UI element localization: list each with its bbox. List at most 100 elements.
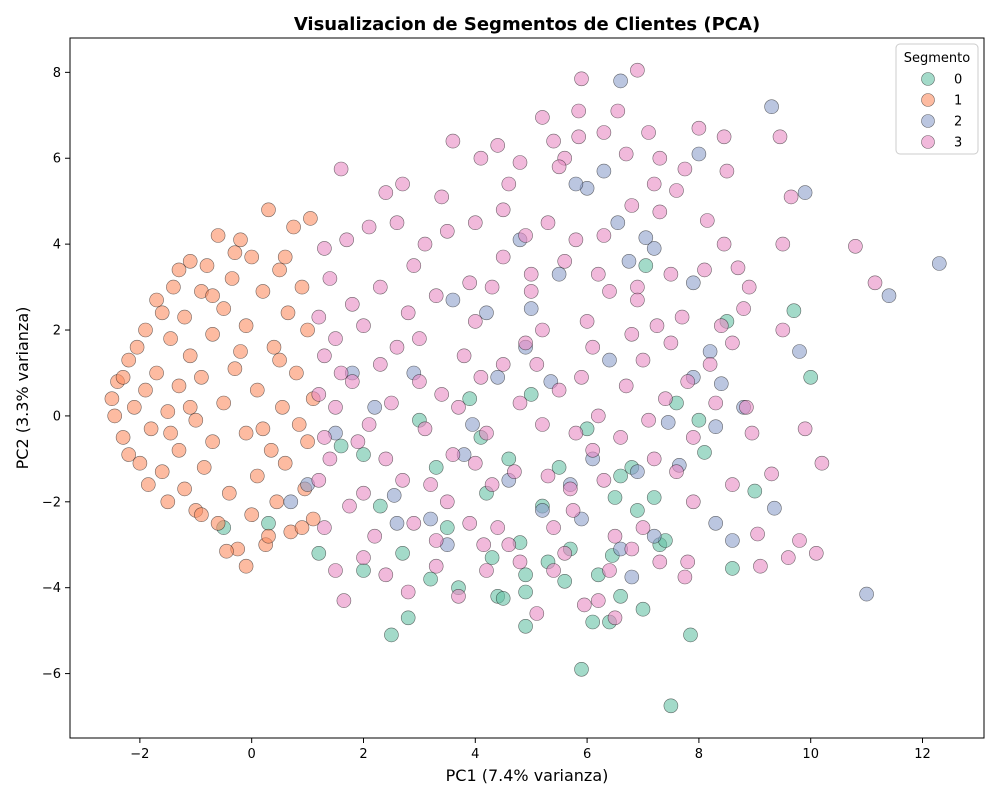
scatter-point-segment-3	[484, 279, 500, 295]
scatter-point-segment-2	[630, 464, 645, 480]
scatter-point-segment-0	[630, 503, 645, 518]
scatter-point-segment-2	[551, 266, 567, 282]
scatter-point-segment-1	[277, 249, 293, 265]
scatter-point-segment-1	[263, 442, 279, 458]
scatter-point-segment-1	[286, 219, 301, 235]
scatter-point-segment-2	[386, 488, 402, 503]
x-tick-label: 8	[695, 747, 703, 762]
legend-label-0: 0	[954, 73, 962, 88]
scatter-point-segment-2	[691, 146, 707, 162]
scatter-point-segment-3	[518, 335, 533, 351]
scatter-point-segment-1	[138, 382, 153, 398]
legend-title: Segmento	[904, 51, 971, 66]
legend: Segmento 0 1 2 3	[895, 43, 979, 155]
scatter-point-segment-3	[557, 253, 573, 269]
scatter-point-segment-3	[333, 365, 349, 381]
scatter-point-segment-2	[389, 515, 405, 531]
scatter-point-segment-3	[562, 481, 578, 497]
scatter-point-segment-2	[367, 399, 383, 415]
scatter-point-segment-1	[171, 442, 187, 458]
scatter-point-segment-2	[797, 185, 813, 200]
scatter-point-segment-2	[602, 352, 617, 368]
scatter-point-segment-2	[490, 369, 506, 385]
scatter-point-segment-3	[753, 558, 768, 574]
scatter-point-segment-3	[523, 266, 539, 282]
scatter-point-segment-3	[576, 597, 592, 613]
scatter-point-segment-1	[121, 447, 136, 462]
scatter-point-segment-3	[495, 357, 511, 372]
scatter-point-segment-3	[535, 322, 550, 338]
scatter-point-segment-3	[741, 279, 757, 295]
scatter-point-segment-2	[613, 73, 628, 89]
scatter-point-segment-3	[674, 309, 690, 325]
chart-title: Visualizacion de Segmentos de Clientes (…	[294, 14, 760, 35]
scatter-point-segment-1	[255, 284, 271, 299]
scatter-point-segment-2	[445, 292, 461, 308]
scatter-point-segment-0	[518, 618, 533, 634]
scatter-point-segment-0	[356, 563, 371, 578]
scatter-point-segment-3	[412, 331, 427, 346]
y-tick-label: 2	[53, 324, 61, 339]
scatter-point-segment-0	[484, 550, 500, 565]
scatter-point-segment-3	[551, 382, 567, 398]
scatter-point-segment-3	[546, 563, 561, 578]
scatter-point-segment-3	[378, 451, 394, 467]
scatter-point-segment-3	[602, 284, 617, 299]
scatter-point-segment-3	[535, 110, 550, 125]
scatter-point-segment-3	[389, 215, 405, 230]
scatter-point-segment-3	[529, 357, 545, 372]
scatter-point-segment-3	[610, 103, 626, 119]
scatter-point-segment-3	[535, 417, 550, 432]
scatter-point-segment-1	[219, 543, 234, 559]
scatter-point-segment-3	[333, 161, 349, 177]
scatter-point-segment-3	[607, 610, 623, 626]
legend-marker-1	[921, 93, 935, 107]
scatter-point-segment-3	[361, 417, 377, 432]
scatter-point-segment-3	[669, 183, 684, 198]
scatter-point-segment-3	[473, 150, 489, 166]
scatter-point-segment-1	[294, 279, 310, 295]
y-axis: −6 −4 −2 0 2 4 6 8	[42, 66, 70, 682]
scatter-point-segment-1	[182, 399, 198, 415]
scatter-point-segment-1	[294, 520, 310, 535]
scatter-point-segment-1	[115, 369, 131, 385]
scatter-point-segment-0	[635, 601, 651, 617]
scatter-point-segment-1	[129, 339, 145, 355]
scatter-point-segment-3	[571, 103, 587, 119]
scatter-point-segment-3	[434, 387, 450, 402]
scatter-point-segment-2	[646, 528, 662, 544]
scatter-point-segment-0	[495, 591, 511, 606]
scatter-point-segment-3	[713, 318, 729, 334]
scatter-point-segment-1	[233, 344, 248, 359]
scatter-point-segment-0	[551, 460, 567, 475]
scatter-point-segment-3	[417, 236, 433, 252]
scatter-point-segment-2	[535, 503, 550, 518]
scatter-point-segment-3	[602, 563, 617, 578]
scatter-point-segment-1	[249, 468, 265, 484]
scatter-point-segment-1	[300, 434, 315, 450]
scatter-point-segment-3	[361, 219, 377, 235]
scatter-point-segment-3	[725, 477, 740, 492]
scatter-point-segment-3	[669, 464, 684, 480]
scatter-point-segment-3	[344, 374, 360, 389]
scatter-point-segment-2	[685, 275, 701, 291]
scatter-point-segment-0	[423, 571, 438, 587]
scatter-point-segment-1	[196, 460, 212, 475]
scatter-point-segment-3	[336, 593, 352, 608]
scatter-point-segment-3	[546, 133, 561, 149]
points-layer	[104, 62, 947, 714]
scatter-point-segment-3	[574, 369, 589, 385]
scatter-point-segment-3	[613, 430, 628, 445]
scatter-point-segment-3	[439, 224, 455, 239]
scatter-point-segment-0	[384, 627, 399, 643]
scatter-point-segment-3	[848, 239, 863, 254]
scatter-point-segment-3	[467, 215, 483, 230]
scatter-point-segment-3	[568, 425, 584, 441]
scatter-point-segment-3	[702, 357, 718, 372]
scatter-point-segment-3	[764, 466, 779, 482]
scatter-point-segment-3	[685, 494, 701, 510]
scatter-point-segment-3	[328, 331, 343, 346]
scatter-point-segment-3	[490, 520, 506, 535]
scatter-point-segment-3	[596, 125, 612, 140]
